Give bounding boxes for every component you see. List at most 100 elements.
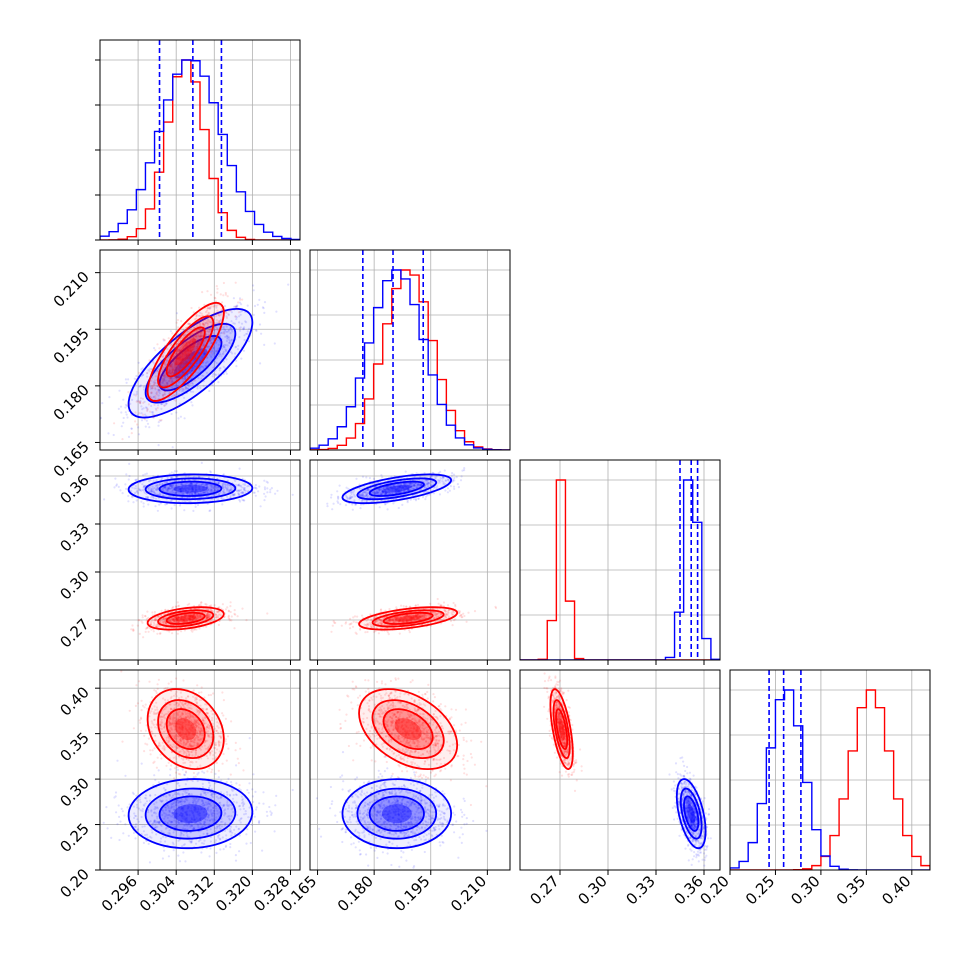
scatter-point <box>427 482 431 485</box>
scatter-point <box>460 475 463 478</box>
scatter-point <box>188 341 191 344</box>
scatter-point <box>171 487 174 490</box>
contour-line <box>144 477 237 501</box>
scatter-point <box>349 491 352 494</box>
y-tick-label: 0.195 <box>50 324 93 367</box>
scatter-point <box>152 396 155 399</box>
scatter-point <box>157 394 160 397</box>
scatter-point <box>166 490 169 493</box>
scatter-point <box>431 611 434 614</box>
scatter-point <box>144 615 147 618</box>
scatter-point <box>231 330 234 333</box>
scatter-point <box>407 618 410 621</box>
scatter-point <box>176 350 179 353</box>
scatter-point <box>132 629 135 632</box>
scatter-point <box>176 353 179 356</box>
scatter-point <box>165 402 168 405</box>
panel-p3-p2 <box>309 459 511 665</box>
density-shade <box>166 327 205 377</box>
scatter-point <box>252 289 255 292</box>
scatter-point <box>418 617 421 620</box>
scatter-point <box>178 357 182 360</box>
scatter-point <box>178 402 181 405</box>
scatter-point <box>443 609 446 612</box>
scatter-point <box>239 310 242 313</box>
scatter-point <box>218 481 221 484</box>
scatter-point <box>187 488 190 491</box>
scatter-point <box>222 281 225 285</box>
scatter-point <box>235 489 238 492</box>
scatter-point <box>225 322 228 325</box>
scatter-point <box>396 487 399 490</box>
scatter-point <box>185 354 188 357</box>
scatter-point <box>224 291 227 295</box>
scatter-point <box>179 488 183 491</box>
scatter-point <box>410 485 413 488</box>
scatter-point <box>221 353 224 356</box>
scatter-point <box>189 616 192 619</box>
scatter-point <box>183 369 186 372</box>
scatter-point <box>379 488 382 491</box>
scatter-point <box>141 614 144 617</box>
scatter-point <box>142 474 145 477</box>
scatter-point <box>187 357 190 360</box>
scatter-point <box>201 318 204 321</box>
scatter-point <box>263 488 267 491</box>
scatter-point <box>156 487 159 490</box>
scatter-point <box>416 483 419 486</box>
scatter-point <box>453 476 456 480</box>
scatter-point <box>168 472 171 475</box>
scatter-point <box>140 412 143 415</box>
scatter-point <box>177 618 180 621</box>
scatter-point <box>176 619 179 622</box>
scatter-point <box>431 607 434 611</box>
scatter-point <box>197 351 200 354</box>
density-shade <box>357 478 437 500</box>
scatter-point <box>174 363 177 366</box>
scatter-point <box>400 490 403 493</box>
scatter-point <box>191 488 195 491</box>
scatter-point <box>160 477 164 480</box>
scatter-point <box>207 311 210 314</box>
scatter-point <box>417 617 420 620</box>
scatter-point <box>138 619 141 622</box>
scatter-point <box>206 611 209 615</box>
scatter-point <box>415 486 418 489</box>
scatter-point <box>424 479 427 482</box>
scatter-point <box>150 392 153 395</box>
scatter-point <box>410 486 413 489</box>
scatter-point <box>393 616 396 619</box>
scatter-point <box>190 354 194 357</box>
scatter-point <box>182 353 185 356</box>
scatter-point <box>171 446 174 449</box>
scatter-point <box>180 363 183 366</box>
scatter-point <box>172 394 175 397</box>
scatter-point <box>384 490 387 493</box>
scatter-point <box>197 372 200 375</box>
scatter-point <box>180 615 183 618</box>
scatter-point <box>227 329 231 332</box>
scatter-point <box>201 374 204 377</box>
scatter-point <box>177 351 180 354</box>
scatter-point <box>152 383 156 386</box>
scatter-point <box>172 357 175 360</box>
scatter-point <box>243 489 246 492</box>
scatter-point <box>224 328 227 331</box>
scatter-point <box>213 480 216 483</box>
scatter-point <box>144 413 147 416</box>
scatter-point <box>393 484 396 487</box>
scatter-point <box>127 391 130 394</box>
scatter-point <box>387 633 390 636</box>
scatter-point <box>154 618 157 622</box>
scatter-point <box>187 348 190 351</box>
scatter-point <box>183 616 187 619</box>
scatter-point <box>189 362 192 366</box>
scatter-point <box>411 616 414 620</box>
y-tick-label: 0.210 <box>50 268 93 311</box>
scatter-point <box>141 483 144 486</box>
scatter-point <box>406 615 409 618</box>
scatter-point <box>170 370 173 374</box>
scatter-point <box>225 315 228 318</box>
scatter-point <box>139 402 142 405</box>
